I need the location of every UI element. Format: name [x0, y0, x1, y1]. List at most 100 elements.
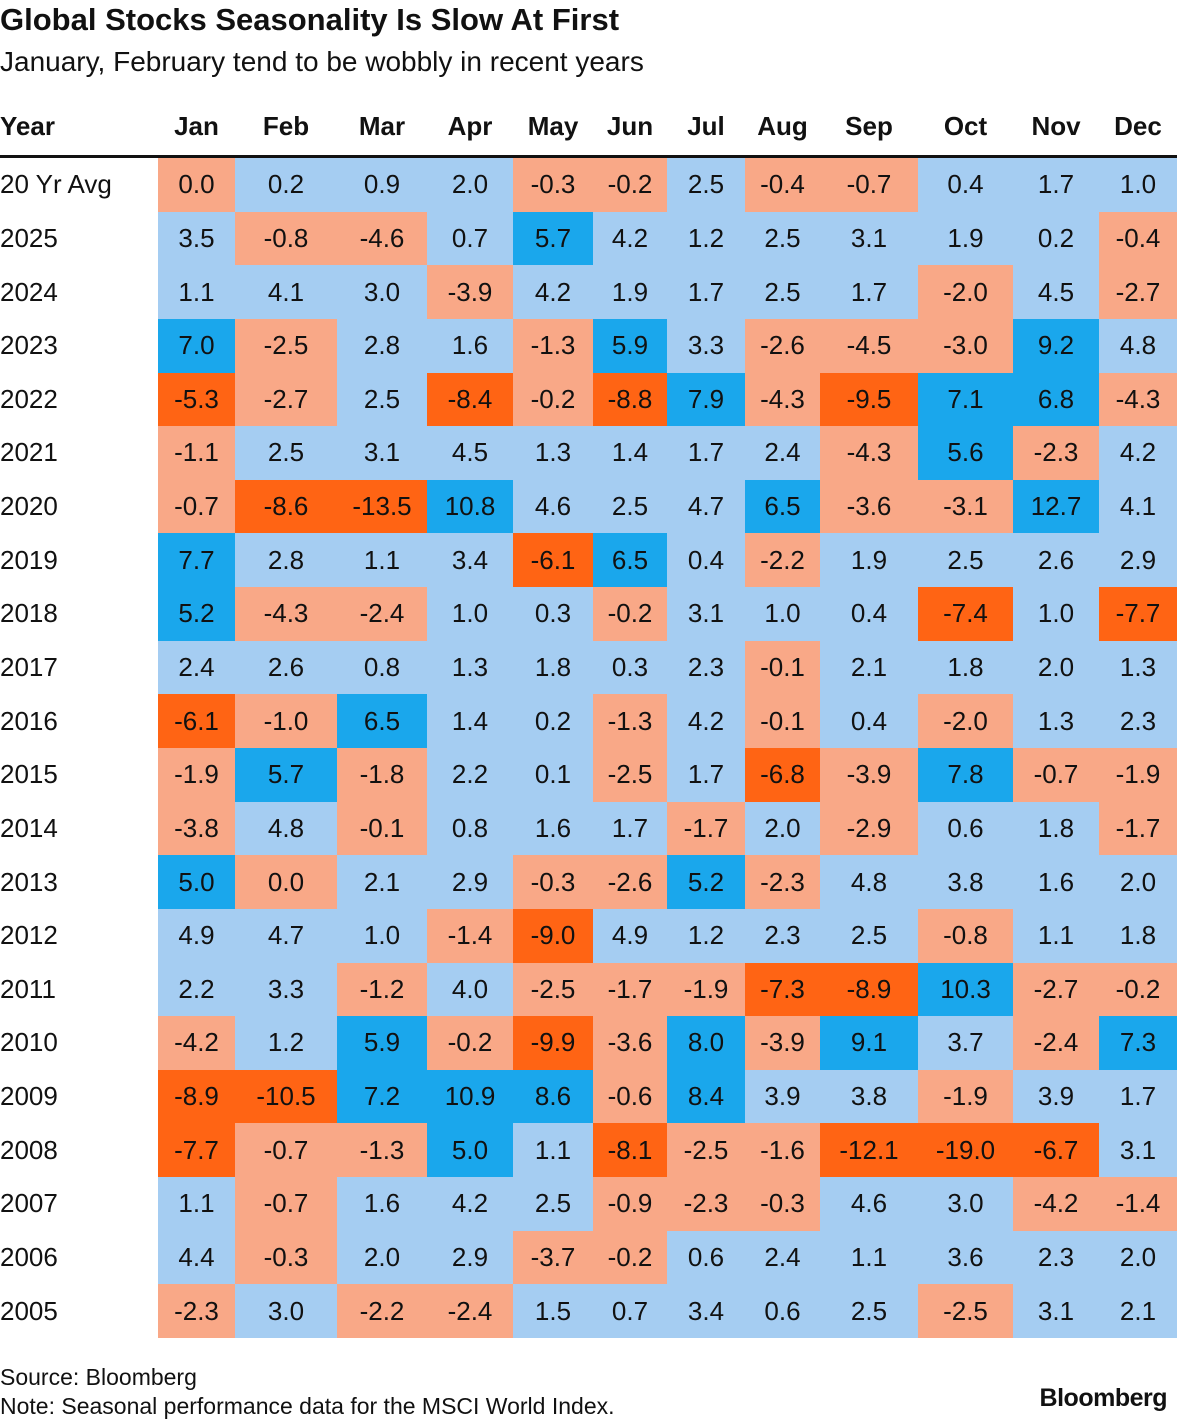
subtitle: January, February tend to be wobbly in r… [0, 46, 644, 77]
row-label: 2016 [0, 705, 58, 736]
cell: 0.6 [745, 1284, 820, 1338]
cell: -9.9 [513, 1016, 593, 1070]
row-label: 2021 [0, 437, 58, 468]
cell: -1.7 [667, 801, 745, 856]
cell: 12.7 [1013, 479, 1099, 534]
cell: 2.5 [745, 211, 820, 266]
cell: 0.9 [337, 158, 427, 212]
cell: 1.0 [1099, 158, 1177, 212]
row-label: 2006 [0, 1242, 58, 1273]
title: Global Stocks Seasonality Is Slow At Fir… [0, 2, 620, 37]
cell: -12.1 [820, 1123, 918, 1178]
cell: 2.4 [745, 426, 820, 480]
column-header: Aug [757, 110, 808, 141]
cell: -3.9 [745, 1016, 820, 1070]
cell: 3.0 [337, 265, 427, 319]
row-label: 2013 [0, 866, 58, 897]
cell: -3.9 [820, 748, 918, 802]
cell: -4.5 [820, 318, 918, 373]
cell: 1.0 [745, 587, 820, 641]
cell: -1.0 [235, 694, 337, 748]
cell: 1.8 [1099, 908, 1177, 963]
cell: -0.8 [235, 211, 337, 266]
cell: -19.0 [918, 1123, 1013, 1178]
cell: 4.9 [593, 908, 667, 963]
cell: -2.5 [918, 1284, 1013, 1338]
cell: 2.0 [1013, 640, 1099, 695]
cell: 1.1 [513, 1123, 593, 1178]
cell: 6.5 [593, 533, 667, 588]
cell: -7.3 [745, 962, 820, 1017]
row-label: 2019 [0, 544, 58, 575]
column-header: Jun [606, 110, 654, 141]
cell: 4.8 [235, 801, 337, 856]
row-label: 2005 [0, 1295, 58, 1326]
cell: -1.9 [158, 748, 235, 802]
cell: 5.2 [667, 855, 745, 909]
cell: 1.6 [337, 1177, 427, 1231]
cell: -8.4 [427, 372, 513, 427]
cell: 2.3 [1013, 1230, 1099, 1285]
cell: 10.9 [427, 1069, 513, 1124]
cell: 0.7 [427, 211, 513, 266]
cell: 1.8 [513, 640, 593, 695]
cell: 0.8 [427, 801, 513, 856]
cell: 1.7 [667, 265, 745, 319]
cell: 4.0 [427, 962, 513, 1017]
cell: -2.6 [745, 318, 820, 373]
cell: -1.9 [1099, 748, 1177, 802]
cell: 1.1 [820, 1230, 918, 1285]
cell: 2.1 [820, 640, 918, 695]
cell: -1.9 [918, 1069, 1013, 1124]
cell: -1.3 [513, 318, 593, 373]
cell: 2.3 [667, 640, 745, 695]
cell: 2.5 [513, 1177, 593, 1231]
cell: -2.3 [1013, 426, 1099, 480]
cell: 2.8 [235, 533, 337, 588]
cell: 4.8 [1099, 318, 1177, 373]
cell: -0.8 [918, 908, 1013, 963]
cell: 0.4 [918, 158, 1013, 212]
row-label: 2009 [0, 1081, 58, 1112]
cell: 2.1 [1099, 1284, 1177, 1338]
cell: -0.1 [745, 694, 820, 748]
cell: 2.9 [427, 1230, 513, 1285]
cell: -2.3 [667, 1177, 745, 1231]
cell: 0.3 [513, 587, 593, 641]
cell: 7.0 [158, 318, 235, 373]
cell: -0.2 [513, 372, 593, 427]
cell: -8.1 [593, 1123, 667, 1178]
cell: 1.7 [1099, 1069, 1177, 1124]
cell: 1.2 [667, 211, 745, 266]
cell: -0.2 [593, 1230, 667, 1285]
cell: 1.3 [427, 640, 513, 695]
cell: 4.5 [1013, 265, 1099, 319]
cell: -0.7 [235, 1123, 337, 1178]
cell: -3.6 [820, 479, 918, 534]
cell: 3.3 [667, 318, 745, 373]
row-label: 2020 [0, 491, 58, 522]
cell: -3.0 [918, 318, 1013, 373]
cell: -8.8 [593, 372, 667, 427]
row-label: 2022 [0, 383, 58, 414]
cell: 2.0 [337, 1230, 427, 1285]
cell: -2.3 [158, 1284, 235, 1338]
cell: 0.8 [337, 640, 427, 695]
cell: 1.2 [235, 1016, 337, 1070]
cell: -5.3 [158, 372, 235, 427]
cell: -6.1 [158, 694, 235, 748]
column-header: Oct [943, 110, 988, 141]
cell: 2.5 [667, 158, 745, 212]
cell: -2.2 [745, 533, 820, 588]
cell: -0.3 [745, 1177, 820, 1231]
cell: 1.0 [427, 587, 513, 641]
cell: -8.9 [820, 962, 918, 1017]
cell: 4.1 [235, 265, 337, 319]
cell: 1.1 [158, 265, 235, 319]
cell: -0.1 [745, 640, 820, 695]
header-rule [0, 155, 1177, 158]
cell: -0.7 [158, 479, 235, 534]
cell: 2.6 [235, 640, 337, 695]
cell: -7.7 [158, 1123, 235, 1178]
cell: -0.3 [235, 1230, 337, 1285]
